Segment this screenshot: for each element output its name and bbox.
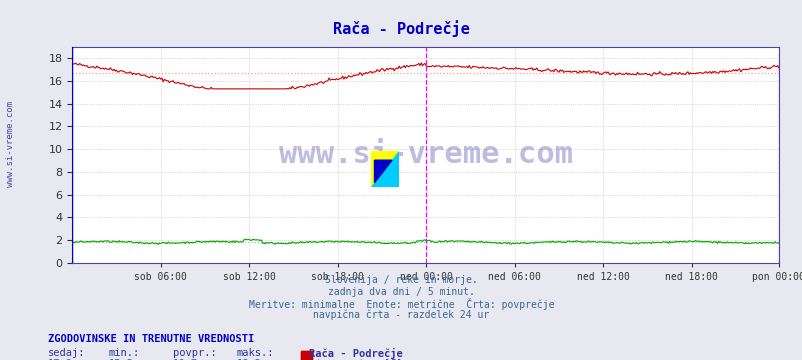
- Text: 18,2: 18,2: [237, 359, 261, 360]
- FancyBboxPatch shape: [301, 351, 311, 360]
- Text: Rača - Podrečje: Rača - Podrečje: [333, 20, 469, 37]
- Text: temperatura[C]: temperatura[C]: [315, 359, 403, 360]
- Polygon shape: [374, 160, 391, 183]
- Text: Rača - Podrečje: Rača - Podrečje: [309, 348, 403, 359]
- Text: 15,3: 15,3: [108, 359, 133, 360]
- Polygon shape: [371, 151, 399, 187]
- Text: maks.:: maks.:: [237, 348, 274, 358]
- Text: ZGODOVINSKE IN TRENUTNE VREDNOSTI: ZGODOVINSKE IN TRENUTNE VREDNOSTI: [48, 334, 254, 344]
- Polygon shape: [371, 151, 399, 187]
- Text: 17,9: 17,9: [48, 359, 73, 360]
- Text: Meritve: minimalne  Enote: metrične  Črta: povprečje: Meritve: minimalne Enote: metrične Črta:…: [249, 298, 553, 310]
- Text: povpr.:: povpr.:: [172, 348, 216, 358]
- Text: Slovenija / reke in morje.: Slovenija / reke in morje.: [325, 275, 477, 285]
- Text: navpična črta - razdelek 24 ur: navpična črta - razdelek 24 ur: [313, 310, 489, 320]
- Text: zadnja dva dni / 5 minut.: zadnja dva dni / 5 minut.: [328, 287, 474, 297]
- Text: sedaj:: sedaj:: [48, 348, 86, 358]
- Text: 16,7: 16,7: [172, 359, 197, 360]
- Text: min.:: min.:: [108, 348, 140, 358]
- Text: www.si-vreme.com: www.si-vreme.com: [6, 101, 15, 187]
- Text: www.si-vreme.com: www.si-vreme.com: [278, 140, 572, 169]
